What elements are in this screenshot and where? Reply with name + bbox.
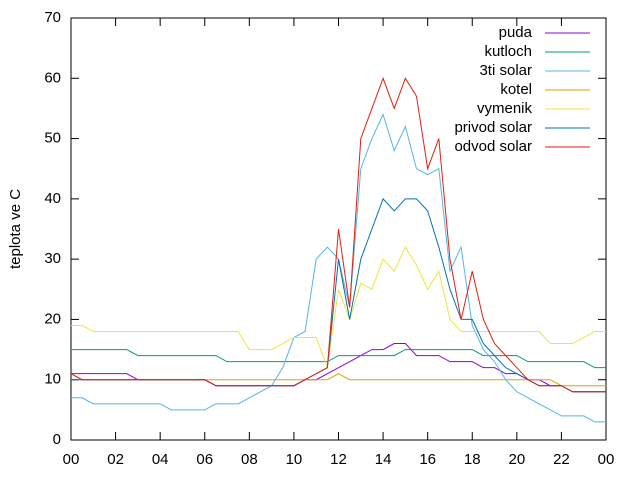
x-tick-label: 00 xyxy=(598,451,615,468)
x-tick-label: 06 xyxy=(196,451,213,468)
series-line xyxy=(71,246,606,368)
x-tick-label: 02 xyxy=(107,451,124,468)
x-tick-label: 08 xyxy=(241,451,258,468)
y-tick-label: 40 xyxy=(44,190,61,207)
y-tick-label: 30 xyxy=(44,250,61,267)
plot-border xyxy=(70,17,607,441)
x-tick-label: 00 xyxy=(63,451,80,468)
y-tick-label: 50 xyxy=(44,130,61,147)
y-tick-label: 20 xyxy=(44,310,61,327)
legend-label: odvod solar xyxy=(454,138,532,155)
x-tick-label: 12 xyxy=(330,451,347,468)
legend-label: puda xyxy=(499,24,533,41)
legend-label: kotel xyxy=(500,81,532,98)
series-line xyxy=(71,349,606,369)
y-tick-label: 0 xyxy=(53,431,61,448)
x-tick-label: 10 xyxy=(286,451,303,468)
y-tick-label: 60 xyxy=(44,69,61,86)
legend-label: kutloch xyxy=(484,43,532,60)
y-tick-label: 70 xyxy=(44,9,61,26)
y-tick-label: 10 xyxy=(44,371,61,388)
legend-label: privod solar xyxy=(454,119,532,136)
x-tick-label: 14 xyxy=(375,451,392,468)
series-line xyxy=(70,76,606,393)
y-axis-label: teplota ve C xyxy=(7,189,24,269)
legend-label: 3ti solar xyxy=(479,62,532,79)
x-tick-label: 20 xyxy=(508,451,525,468)
x-tick-label: 22 xyxy=(553,451,570,468)
x-tick-label: 18 xyxy=(464,451,481,468)
x-tick-label: 16 xyxy=(419,451,436,468)
x-tick-label: 04 xyxy=(152,451,169,468)
legend-label: vymenik xyxy=(477,100,533,117)
